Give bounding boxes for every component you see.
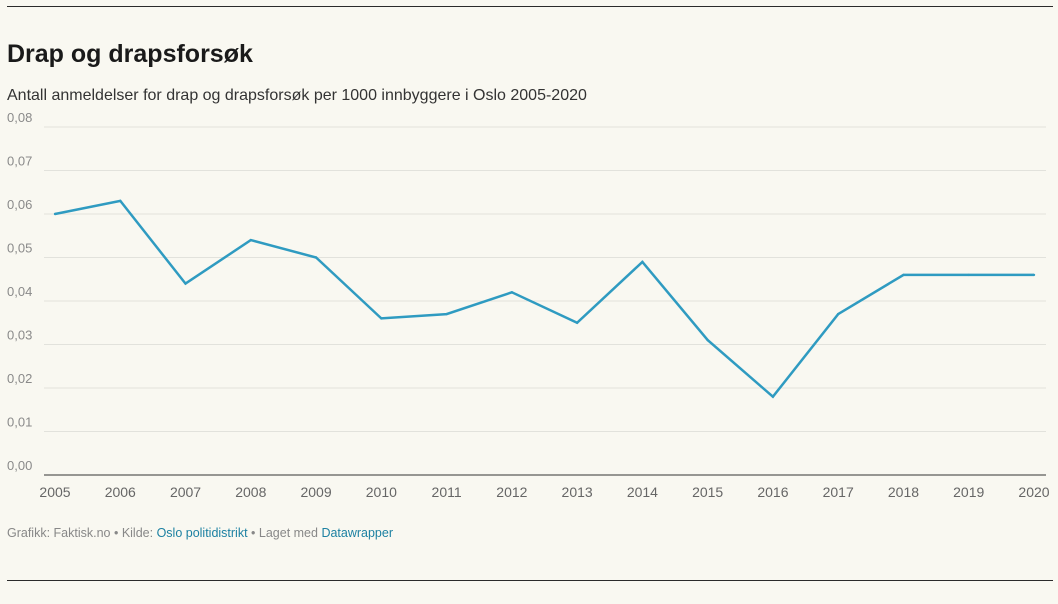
y-tick-label: 0,03 [7, 328, 32, 343]
y-tick-label: 0,00 [7, 458, 32, 473]
footer-credits: Grafikk: Faktisk.no • Kilde: Oslo politi… [7, 526, 393, 540]
y-axis-ticks: 0,00 0,01 0,02 0,03 0,04 0,05 0,06 0,07 0,08 [7, 110, 32, 473]
x-axis-ticks: 2005 2006 2007 2008 2009 2010 2011 2012 2013 2014… [39, 484, 1049, 500]
data-point-2014 [641, 260, 644, 264]
y-tick-label: 0,07 [7, 154, 32, 169]
y-tick-label: 0,06 [7, 197, 32, 212]
x-tick-label: 2005 [39, 484, 70, 500]
x-tick-label: 2010 [366, 484, 397, 500]
credit-text: Grafikk: Faktisk.no • Kilde: [7, 526, 157, 540]
x-tick-label: 2011 [432, 484, 462, 500]
chart-subtitle: Antall anmeldelser for drap og drapsfors… [7, 87, 587, 104]
data-point-2005 [53, 212, 57, 216]
data-point-2017 [837, 312, 840, 316]
source-link[interactable]: Oslo politidistrikt [156, 526, 248, 540]
top-rule [7, 6, 1053, 7]
x-tick-label: 2019 [953, 484, 984, 500]
series-lines [53, 199, 1036, 399]
x-tick-label: 2015 [692, 484, 723, 500]
x-tick-label: 2012 [496, 484, 527, 500]
bottom-rule [7, 580, 1053, 581]
x-tick-label: 2018 [888, 484, 919, 500]
data-point-2013 [575, 321, 579, 324]
data-point-2020 [1032, 273, 1036, 277]
y-tick-label: 0,02 [7, 371, 32, 386]
line-chart: 0,00 0,01 0,02 0,03 0,04 0,05 0,06 0,07 0,08 200… [7, 110, 1050, 500]
data-point-2018 [902, 273, 905, 277]
made-with-text: • Laget med [247, 526, 322, 540]
x-tick-label: 2009 [300, 484, 331, 500]
y-tick-label: 0,08 [7, 110, 32, 125]
data-point-2009 [314, 256, 318, 259]
chart-title: Drap og drapsforsøk [7, 40, 253, 68]
data-point-2006 [119, 199, 122, 203]
data-point-2016 [771, 395, 775, 398]
y-tick-label: 0,01 [7, 415, 32, 430]
x-tick-label: 2013 [562, 484, 593, 500]
data-point-2008 [249, 238, 252, 242]
x-tick-label: 2020 [1018, 484, 1049, 500]
gridlines [44, 126, 1046, 476]
series-line [54, 199, 1034, 399]
data-point-2011 [445, 312, 448, 316]
x-tick-label: 2007 [170, 484, 201, 500]
x-tick-label: 2008 [235, 484, 266, 500]
x-tick-label: 2016 [757, 484, 788, 500]
data-point-2007 [184, 282, 187, 285]
data-point-2010 [380, 317, 383, 320]
data-point-2012 [510, 291, 514, 294]
datawrapper-link[interactable]: Datawrapper [321, 526, 394, 540]
data-point-2015 [706, 338, 709, 342]
data-point-2019 [967, 273, 970, 277]
x-tick-label: 2006 [105, 484, 136, 500]
y-tick-label: 0,05 [7, 241, 32, 256]
y-tick-label: 0,04 [7, 284, 32, 299]
x-tick-label: 2017 [823, 484, 854, 500]
x-tick-label: 2014 [627, 484, 658, 500]
